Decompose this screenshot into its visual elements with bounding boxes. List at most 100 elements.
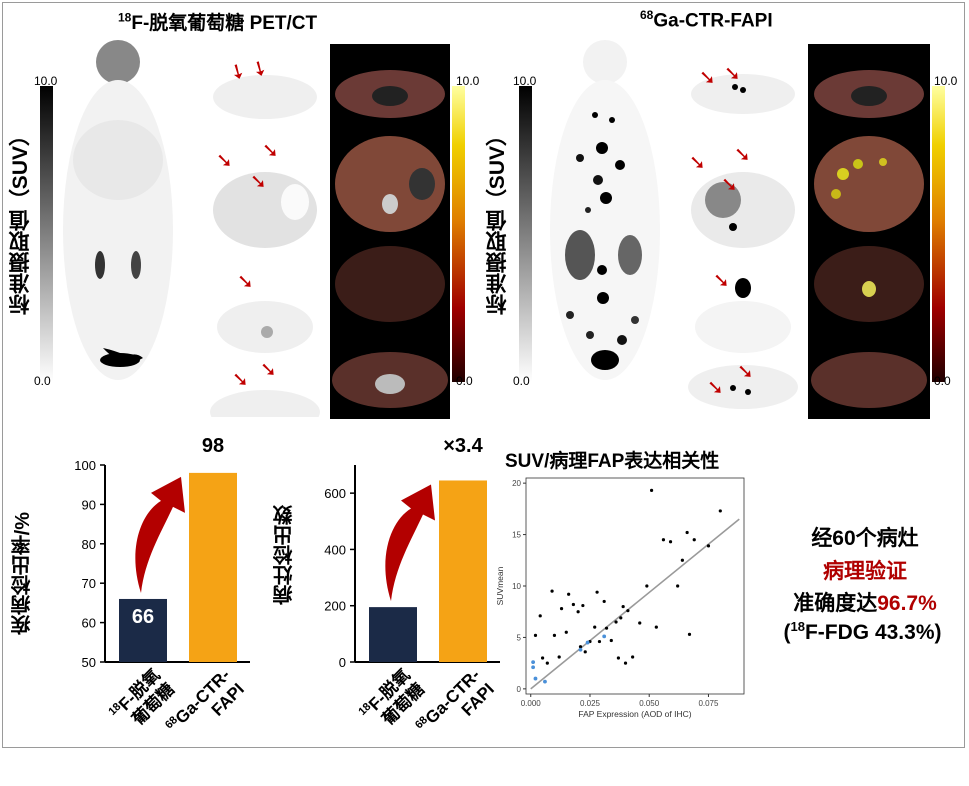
scatter-point: [604, 626, 609, 630]
scatter-point: [638, 621, 642, 625]
heat-scale-bar-left: [452, 86, 465, 382]
y-tick-label: 400: [324, 542, 346, 557]
scatter-point: [631, 655, 635, 659]
arrow-icon: ➘: [216, 150, 233, 172]
scatter-point: [619, 616, 623, 620]
x-tick-label: 0.075: [698, 699, 719, 708]
scale-max-right: 10.0: [513, 74, 537, 88]
y-tick-label: 600: [324, 486, 346, 501]
arrow-icon: ➘: [260, 359, 277, 381]
y-tick-label: 20: [512, 479, 521, 488]
y-tick-label: 200: [324, 599, 346, 614]
scatter-point: [557, 655, 561, 659]
scatter-point: [645, 584, 649, 588]
grayscale-bar-left: [40, 86, 53, 382]
scatter-point: [595, 590, 599, 594]
arrow-icon: ➘: [734, 144, 751, 166]
y-tick-label: 0: [517, 685, 522, 694]
scatter-point: [616, 656, 621, 660]
y-tick-label: 90: [82, 497, 96, 512]
scatter-point: [687, 632, 692, 636]
regression-line: [530, 518, 740, 690]
arrow-icon: ➘: [713, 270, 730, 292]
scatter-point-blue: [578, 647, 583, 652]
scatter-point: [550, 589, 554, 593]
scatter-point: [706, 544, 711, 548]
summary-line1: 经60个病灶: [811, 527, 919, 550]
annotation-label: ×3.4: [443, 435, 483, 457]
scale-min-right-color: 0.0: [934, 374, 951, 388]
y-tick-label: 60: [82, 616, 96, 631]
fapi-mip-image: [540, 40, 680, 415]
scatter-point-blue: [531, 660, 536, 665]
arrow-icon: ➘: [737, 361, 754, 383]
scatter-point-blue: [543, 679, 547, 684]
scatter-point: [545, 661, 549, 665]
scatter-point: [626, 609, 630, 613]
arrow-icon: ➘: [724, 63, 741, 85]
scale-max-left: 10.0: [34, 74, 58, 88]
y-tick-label: 10: [512, 582, 521, 591]
scatter-point: [533, 633, 538, 637]
arrow-icon: ➘: [699, 67, 716, 89]
summary-line4: (18F-FDG 43.3%): [783, 619, 942, 644]
scatter-point: [621, 604, 625, 609]
scatter-point: [552, 633, 557, 637]
scale-min-left-color: 0.0: [456, 374, 473, 388]
arrow-icon: ➘: [237, 271, 254, 293]
scatter-point: [593, 625, 597, 629]
scatter-point: [680, 558, 684, 562]
scatter-point: [654, 625, 658, 629]
x-tick-label: 0.000: [521, 699, 542, 708]
scatter-point: [540, 656, 545, 660]
scatter-point-blue: [531, 665, 536, 670]
fdg-mip-image: [58, 40, 198, 415]
scatter-point-blue: [533, 676, 538, 681]
grayscale-bar-right: [519, 86, 532, 382]
scatter-point: [614, 620, 618, 624]
right-panel-title: 68Ga-CTR-FAPI: [640, 8, 773, 32]
heat-scale-bar-right: [932, 86, 945, 382]
scatter-point: [597, 639, 602, 644]
y-tick-label: 100: [74, 458, 96, 473]
fdg-fused-ct-images: [330, 44, 450, 419]
scatter-point: [567, 592, 571, 596]
scatter-point: [661, 538, 666, 542]
x-axis-label: FAP Expression (AOD of IHC): [578, 709, 691, 719]
x-category-label: 68Ga-CTR-FAPI: [163, 665, 248, 731]
bar-fdg: [119, 598, 167, 662]
fapi-fused-ct-images: [808, 44, 930, 419]
scatter-point: [692, 538, 696, 542]
scatter-point: [571, 602, 575, 607]
arrow-icon: ➘: [721, 174, 738, 196]
arrow-icon: ➘: [232, 369, 249, 391]
scatter-point-blue: [602, 634, 607, 639]
summary-line2: 病理验证: [823, 560, 907, 583]
scatter-point: [578, 645, 583, 649]
scatter-point: [559, 607, 564, 611]
scatter-point: [602, 599, 606, 604]
scatter-point-blue: [585, 640, 590, 645]
scale-min-left: 0.0: [34, 374, 51, 388]
chart3-correlation-scatter: 0 5 10 15 20 0.000 0.025 0.050 0.075 FAP Expressi…: [495, 477, 745, 719]
y-tick-label: 0: [339, 655, 346, 670]
y-tick-label: 80: [82, 537, 96, 552]
scale-min-right: 0.0: [513, 374, 530, 388]
suv-axis-label-right: 标准摄取值（SUV）: [486, 125, 509, 316]
scatter-point: [564, 630, 568, 634]
growth-arrow-icon: [135, 476, 185, 593]
scatter-point: [718, 509, 722, 513]
suv-axis-label-left: 标准摄取值（SUV）: [9, 125, 32, 316]
scatter-point: [668, 540, 673, 544]
scatter-point: [581, 603, 585, 608]
bar-value-label: 66: [132, 606, 154, 628]
y-tick-label: 15: [512, 531, 521, 540]
plot-area: [525, 477, 745, 695]
scatter-point: [649, 488, 654, 492]
scale-max-right-color: 10.0: [934, 74, 958, 88]
arrow-icon: ➘: [262, 140, 279, 162]
scatter-point: [623, 661, 628, 665]
scatter-point: [609, 638, 613, 643]
chart3-title: SUV/病理FAP表达相关性: [505, 451, 720, 472]
